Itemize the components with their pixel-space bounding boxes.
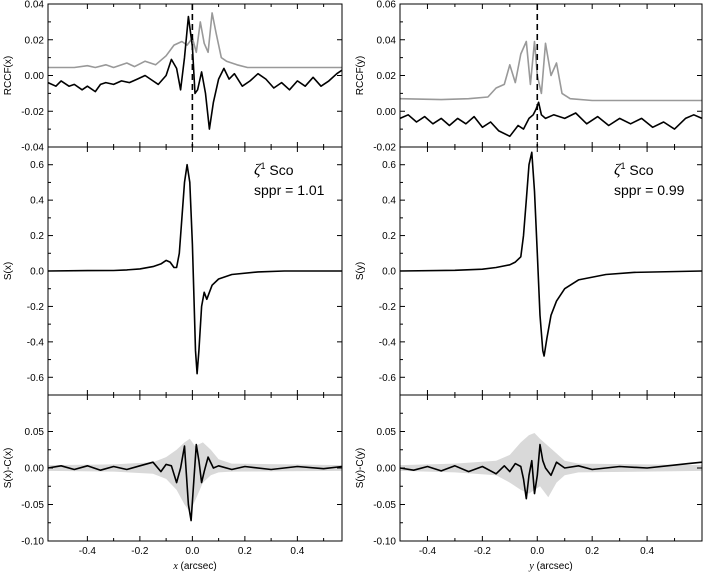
left-top-ytick-label: 0.02 — [25, 35, 45, 46]
right-middle-ytick-label: 0.2 — [382, 231, 396, 242]
left-bottom-ylabel: S(x)-C(x) — [3, 448, 14, 489]
right-top-ytick-label: 0.02 — [377, 71, 397, 82]
left-bottom-xtick-label: 0.4 — [290, 546, 304, 557]
left-bottom-ytick-label: -0.05 — [21, 500, 44, 511]
left-bottom-panel: -0.10 -0.05 0.00 0.05 -0.4 -0.2 0.0 0.2 0.4 x (ar… — [3, 394, 343, 572]
left-top-panel: -0.04 -0.02 0.00 0.02 0.04 RCCF(x) — [3, 0, 343, 154]
right-top-series-1 — [399, 101, 703, 138]
right-middle-ylabel: S(y) — [355, 262, 366, 280]
right-bottom-ytick-label: 0.05 — [377, 427, 397, 438]
left-top-series-1 — [47, 15, 343, 130]
left-bottom-xtick-label: -0.2 — [131, 546, 149, 557]
left-middle-ytick-label: -0.6 — [27, 373, 45, 384]
right-top-panel: -0.02 0.00 0.02 0.04 0.06 RCCF(y) — [355, 0, 703, 154]
right-middle-ytick-label: 0.0 — [382, 267, 396, 278]
left-top-frame — [47, 3, 343, 148]
right-middle-ytick-label: 0.6 — [382, 160, 396, 171]
left-bottom-xtick-label: 0.0 — [185, 546, 199, 557]
left-middle-ytick-label: 0.4 — [30, 196, 44, 207]
left-middle-star-name: ζ1 Sco — [254, 161, 294, 179]
panels: -0.04-0.020.000.020.04RCCF(x)-0.6-0.4-0.… — [3, 0, 703, 572]
left-middle-ytick-label: 0.0 — [30, 267, 44, 278]
left-middle-ytick-label: 0.2 — [30, 231, 44, 242]
right-bottom-xtick-label: 0.2 — [585, 546, 599, 557]
right-middle-panel: -0.6 -0.4 -0.2 0.0 0.2 0.4 0.6 S(y) ζ1 Sco sppr =… — [355, 146, 703, 396]
left-bottom-ytick-label: 0.05 — [25, 427, 45, 438]
right-bottom-ytick-label: -0.05 — [373, 500, 396, 511]
left-bottom-xtick-label: 0.2 — [238, 546, 252, 557]
left-bottom-series-0 — [47, 443, 343, 522]
left-middle-series-0 — [47, 163, 342, 375]
right-bottom-xtick-label: 0.0 — [530, 546, 544, 557]
left-bottom-xlabel: x (arcsec) — [172, 561, 216, 572]
left-top-ytick-label: 0.00 — [25, 71, 45, 82]
left-middle-ylabel: S(x) — [3, 262, 14, 280]
right-bottom-ylabel: S(y)-C(y) — [355, 448, 366, 489]
left-middle-ytick-label: -0.2 — [27, 302, 45, 313]
left-top-ytick-label: -0.04 — [21, 143, 44, 154]
left-top-ytick-label: 0.04 — [25, 0, 45, 11]
right-bottom-xtick-label: 0.4 — [640, 546, 654, 557]
right-bottom-xtick-label: -0.2 — [474, 546, 492, 557]
left-middle-ytick-label: -0.4 — [27, 337, 45, 348]
right-top-ytick-label: 0.04 — [377, 35, 397, 46]
right-bottom-series-0 — [399, 443, 703, 500]
right-bottom-ytick-label: 0.00 — [377, 464, 397, 475]
right-bottom-ytick-label: -0.10 — [373, 537, 396, 548]
right-middle-ytick-label: -0.4 — [379, 337, 397, 348]
right-top-series-0 — [399, 40, 702, 102]
left-bottom-ytick-label: -0.10 — [21, 537, 44, 548]
right-middle-ytick-label: 0.4 — [382, 196, 396, 207]
right-middle-ytick-label: -0.2 — [379, 302, 397, 313]
right-bottom-xlabel: y (arcsec) — [528, 561, 572, 572]
right-bottom-band — [400, 433, 702, 498]
left-middle-ytick-label: 0.6 — [30, 160, 44, 171]
right-middle-ytick-label: -0.6 — [379, 373, 397, 384]
right-top-ytick-label: 0.06 — [377, 0, 397, 11]
left-top-ytick-label: -0.02 — [21, 107, 44, 118]
left-middle-sppr: sppr = 1.01 — [254, 182, 325, 198]
right-middle-sppr: sppr = 0.99 — [614, 182, 685, 198]
right-top-ylabel: RCCF(y) — [355, 56, 366, 95]
right-middle-series-0 — [399, 151, 703, 357]
left-bottom-xtick-label: -0.4 — [79, 546, 97, 557]
left-bottom-ytick-label: 0.00 — [25, 464, 45, 475]
left-top-series-0 — [48, 12, 342, 69]
right-top-ytick-label: 0.00 — [377, 107, 397, 118]
left-middle-panel: -0.6 -0.4 -0.2 0.0 0.2 0.4 0.6 S(x) ζ1 Sco sppr =… — [3, 146, 343, 396]
right-top-ytick-label: -0.02 — [373, 143, 396, 154]
right-bottom-panel: -0.10 -0.05 0.00 0.05 -0.4 -0.2 0.0 0.2 0.4 y (ar… — [355, 394, 703, 572]
right-middle-star-name: ζ1 Sco — [614, 161, 654, 179]
left-top-ylabel: RCCF(x) — [3, 56, 14, 95]
right-bottom-xtick-label: -0.4 — [419, 546, 437, 557]
